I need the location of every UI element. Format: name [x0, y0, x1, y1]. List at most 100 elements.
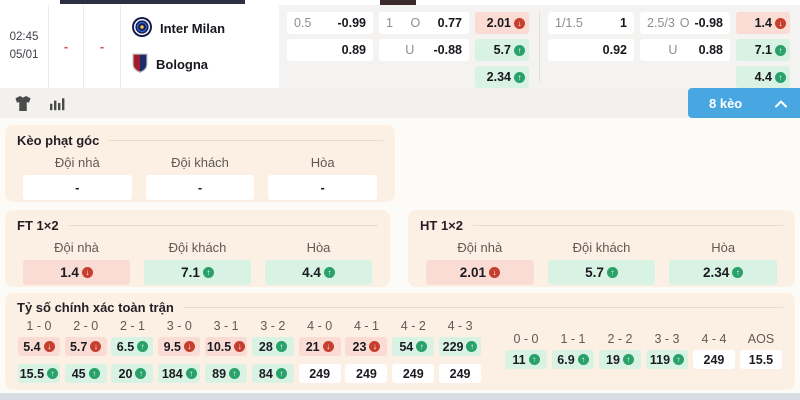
- odds-value: 249: [402, 366, 424, 381]
- score-odds-cell[interactable]: 21: [298, 337, 341, 356]
- score-column: 3 - 1 10.5 89: [204, 319, 248, 383]
- handicap-line: 1/1.5: [555, 16, 583, 30]
- over-odds-box[interactable]: 2.5/3 O -0.98: [640, 12, 730, 34]
- score-column: 3 - 3 119: [645, 332, 689, 383]
- score-odds-cell[interactable]: 249: [298, 364, 341, 383]
- column-header-home: Đội nhà: [457, 240, 503, 255]
- section-title: Tỷ số chính xác toàn trận: [17, 300, 174, 315]
- odds-value: 15.5: [748, 352, 774, 367]
- score-odds-cell[interactable]: 6.5: [111, 337, 154, 356]
- score-odds-cell[interactable]: 89: [205, 364, 248, 383]
- score-odds-cell[interactable]: 5.4: [17, 337, 60, 356]
- stats-chart-icon[interactable]: [49, 95, 67, 111]
- trend-icon: [135, 368, 147, 379]
- ft-odds-cell[interactable]: 4.4: [265, 260, 372, 285]
- x12-odds-cell[interactable]: 2.34: [475, 66, 529, 88]
- score-odds-cell[interactable]: 6.9: [551, 350, 594, 369]
- odds-value: 1.4: [60, 265, 79, 280]
- away-team-row[interactable]: Bologna: [132, 53, 279, 76]
- trend-icon: [43, 341, 55, 352]
- score-odds-cell[interactable]: 249: [692, 350, 735, 369]
- score-odds-cell[interactable]: 23: [345, 337, 388, 356]
- odds-group-2: 1/1.5 1 2.5/3 O -0.98 1.4 0.92 U 0.88: [548, 12, 792, 88]
- score-header: 3 - 1: [213, 319, 239, 333]
- bet-count-button[interactable]: 8 kèo: [688, 88, 800, 118]
- score-odds-cell[interactable]: 249: [345, 364, 388, 383]
- score-odds-cell[interactable]: 84: [251, 364, 294, 383]
- score-column: AOS 15.5: [739, 332, 783, 383]
- handicap-odds-box[interactable]: 0.92: [548, 39, 634, 61]
- trend-icon: [47, 368, 59, 379]
- score-header: 4 - 1: [353, 319, 379, 333]
- odds-value: 5.7: [69, 339, 88, 354]
- x12-odds-cell[interactable]: 1.4: [736, 12, 790, 34]
- score-odds-cell[interactable]: 249: [392, 364, 435, 383]
- match-time: 02:45: [9, 30, 39, 43]
- section-title: HT 1×2: [420, 218, 463, 233]
- score-odds-cell[interactable]: 229: [439, 337, 482, 356]
- trend-icon: [137, 341, 149, 352]
- trend-icon: [775, 71, 786, 83]
- score-header: 1 - 0: [26, 319, 52, 333]
- under-odds-box[interactable]: U 0.88: [640, 39, 730, 61]
- odds-value: 21: [305, 339, 320, 354]
- under-odds-box[interactable]: U -0.88: [379, 39, 469, 61]
- ft-odds-cell[interactable]: 7.1: [144, 260, 251, 285]
- handicap-odds-box[interactable]: 0.5 -0.99: [287, 12, 373, 34]
- corner-odds-cell[interactable]: -: [145, 175, 255, 200]
- score-column: 0 - 0 11: [504, 332, 548, 383]
- trend-icon: [732, 267, 744, 278]
- x12-odds-cell[interactable]: 4.4: [736, 66, 790, 88]
- score-column: 4 - 0 21 249: [298, 319, 342, 383]
- score-odds-cell[interactable]: 15.5: [17, 364, 60, 383]
- score-odds-cell[interactable]: 5.7: [64, 337, 107, 356]
- score-odds-cell[interactable]: 249: [439, 364, 482, 383]
- score-odds-cell[interactable]: 184: [158, 364, 201, 383]
- score-odds-cell[interactable]: 9.5: [158, 337, 201, 356]
- trend-icon: [234, 341, 246, 352]
- corner-odds-cell[interactable]: -: [23, 175, 132, 200]
- odds-value: 7.1: [181, 265, 200, 280]
- jersey-icon[interactable]: [14, 95, 32, 112]
- trend-icon: [81, 267, 93, 278]
- score-odds-cell[interactable]: 119: [645, 350, 688, 369]
- score-odds-cell[interactable]: 45: [64, 364, 107, 383]
- score-column: 4 - 1 23 249: [345, 319, 389, 383]
- column-header-draw: Hòa: [711, 240, 736, 255]
- home-team-row[interactable]: Inter Milan: [132, 17, 279, 40]
- odds-value: 229: [442, 339, 464, 354]
- ft-odds-cell[interactable]: 1.4: [23, 260, 130, 285]
- ou-line: 2.5/3: [647, 16, 675, 30]
- score-odds-cell[interactable]: 54: [392, 337, 435, 356]
- odds-value: 249: [449, 366, 471, 381]
- score-odds-cell[interactable]: 20: [111, 364, 154, 383]
- odds-value: 9.5: [163, 339, 181, 354]
- ht-odds-cell[interactable]: 5.7: [547, 260, 656, 285]
- fixture-time: 02:45 05/01: [0, 5, 49, 88]
- score-header: AOS: [747, 332, 775, 346]
- title-divider: [109, 140, 383, 141]
- chevron-up-icon: [775, 96, 787, 111]
- ht-odds-cell[interactable]: 2.34: [669, 260, 778, 285]
- exact-score-section: Tỷ số chính xác toàn trận 1 - 0 5.4 15.5…: [5, 293, 795, 390]
- column-header-home: Đội nhà: [54, 155, 100, 170]
- over-odds-box[interactable]: 1 O 0.77: [379, 12, 469, 34]
- x12-odds-cell[interactable]: 5.7: [475, 39, 529, 61]
- x12-odds-cell[interactable]: 7.1: [736, 39, 790, 61]
- draw-score-group: 0 - 0 11 1 - 1 6.9 2 - 2 19 3 - 3 119 4 …: [504, 332, 783, 383]
- over-label: O: [410, 16, 421, 30]
- score-odds-cell[interactable]: 10.5: [205, 337, 248, 356]
- score-odds-cell[interactable]: 11: [504, 350, 547, 369]
- score-column: 1 - 1 6.9: [551, 332, 595, 383]
- column-header-draw: Hòa: [306, 240, 331, 255]
- handicap-odds-box[interactable]: 1/1.5 1: [548, 12, 634, 34]
- corner-odds-cell[interactable]: -: [268, 175, 378, 200]
- score-odds-cell[interactable]: 19: [598, 350, 641, 369]
- column-header-away: Đội khách: [168, 240, 227, 255]
- x12-odds-cell[interactable]: 2.01: [475, 12, 529, 34]
- score-odds-cell[interactable]: 28: [251, 337, 294, 356]
- handicap-odds-box[interactable]: 0.89: [287, 39, 373, 61]
- ht-odds-cell[interactable]: 2.01: [426, 260, 534, 285]
- score-odds-cell[interactable]: 15.5: [739, 350, 782, 369]
- odds-value: 6.9: [557, 352, 575, 367]
